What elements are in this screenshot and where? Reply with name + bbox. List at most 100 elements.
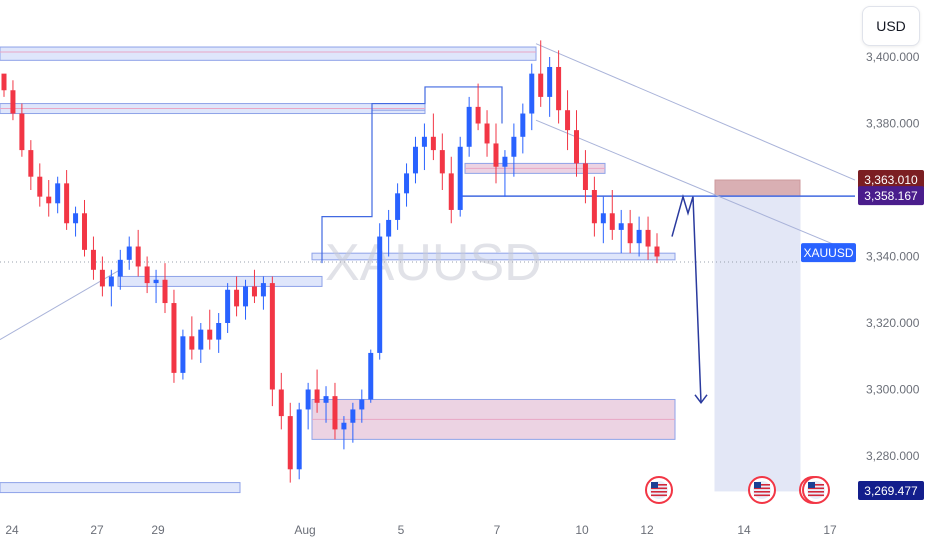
candle-body: [296, 409, 302, 470]
candle: [46, 180, 52, 217]
candle: [10, 80, 16, 121]
candle-body: [314, 389, 320, 403]
candle-body: [404, 173, 410, 194]
candle: [547, 57, 553, 117]
projection-path: [671, 193, 702, 403]
candle: [404, 163, 410, 207]
flag-stripe: [808, 487, 824, 490]
candle-body: [243, 286, 249, 307]
candle-body: [287, 416, 293, 470]
us-flag-icon[interactable]: [802, 476, 830, 504]
price-tag-bg: [858, 169, 924, 189]
candle-body: [368, 352, 374, 400]
zone-upper-mid: [371, 103, 426, 111]
zone-target: [714, 179, 801, 198]
candle: [556, 50, 562, 124]
candle-body: [37, 176, 43, 197]
candle-body: [591, 190, 597, 224]
candle-body: [225, 289, 231, 323]
candle: [314, 369, 320, 413]
candle: [600, 196, 606, 244]
candle: [430, 113, 436, 161]
candle: [260, 276, 266, 310]
flag-stripe: [808, 491, 824, 493]
currency-button[interactable]: USD: [862, 6, 920, 46]
candle-body: [90, 249, 96, 270]
price-tag-bg: [801, 243, 856, 263]
candle: [64, 170, 70, 230]
candle: [529, 63, 535, 131]
candle: [645, 216, 651, 260]
candle-body: [556, 66, 562, 111]
candle: [126, 236, 132, 270]
structure-step-line: [321, 86, 503, 264]
price-tick-label: 3,300.000: [866, 383, 920, 397]
price-tick-label: 3,380.000: [866, 117, 920, 131]
economic-events[interactable]: [645, 476, 830, 504]
price-tag-target-high: 3,363.010: [858, 169, 924, 189]
flag-stripe: [651, 491, 667, 493]
time-tick-label: 10: [575, 523, 589, 537]
candle: [502, 150, 508, 197]
candle: [28, 140, 34, 190]
candle: [538, 40, 544, 107]
candle: [108, 269, 114, 307]
candle-body: [627, 223, 633, 244]
candle: [368, 349, 374, 403]
candle: [251, 269, 257, 304]
price-axis[interactable]: 3,400.000 3,380.000 3,340.000 3,320.000 3,30…: [866, 50, 920, 463]
candle: [520, 103, 526, 154]
candle-body: [421, 136, 427, 147]
flag-canton: [754, 482, 761, 488]
candle: [144, 256, 150, 294]
candle: [207, 309, 213, 350]
candle-body: [359, 399, 365, 410]
candle: [171, 289, 177, 383]
candle: [135, 229, 141, 277]
candle-body: [529, 73, 535, 114]
candle: [323, 386, 329, 423]
price-tag-label: XAUUSD: [803, 246, 853, 260]
candle-body: [19, 113, 25, 151]
time-tick-label: Aug: [294, 523, 315, 537]
flag-stripe: [651, 487, 667, 490]
candle-body: [600, 213, 606, 224]
candle: [421, 123, 427, 171]
candle-body: [73, 213, 79, 224]
candle-body: [153, 279, 159, 284]
candle-body: [618, 223, 624, 230]
candle-body: [198, 329, 204, 350]
candle-body: [108, 276, 114, 287]
candle: [73, 206, 79, 237]
candle-body: [216, 323, 222, 340]
candle-body: [55, 183, 61, 204]
us-flag-icon[interactable]: [645, 476, 673, 504]
candle: [287, 402, 293, 483]
candle: [448, 156, 454, 224]
candle-body: [341, 422, 347, 430]
candle: [99, 256, 105, 297]
candle: [234, 276, 240, 317]
time-tick-label: 12: [640, 523, 654, 537]
candle-body: [162, 279, 168, 304]
candle-body: [350, 409, 356, 423]
candle: [457, 136, 463, 217]
candle-body: [144, 266, 150, 284]
candlestick-series: [1, 40, 660, 483]
flag-stripe: [651, 484, 667, 486]
candle: [565, 90, 571, 151]
price-tag-label: 3,363.010: [864, 173, 918, 187]
candle: [90, 236, 96, 280]
candle: [296, 402, 302, 480]
us-flag-icon[interactable]: [748, 476, 776, 504]
candle: [350, 402, 356, 443]
price-tag-label: 3,358.167: [864, 189, 918, 203]
time-tick-label: 27: [90, 523, 104, 537]
price-tag-bg: [858, 480, 924, 500]
zone-top-left: [0, 46, 537, 61]
time-axis[interactable]: 24 27 29 Aug 5 7 10 12 14 17: [5, 523, 837, 537]
candle: [484, 110, 490, 157]
candle: [180, 329, 186, 380]
candle-body: [1, 73, 7, 91]
